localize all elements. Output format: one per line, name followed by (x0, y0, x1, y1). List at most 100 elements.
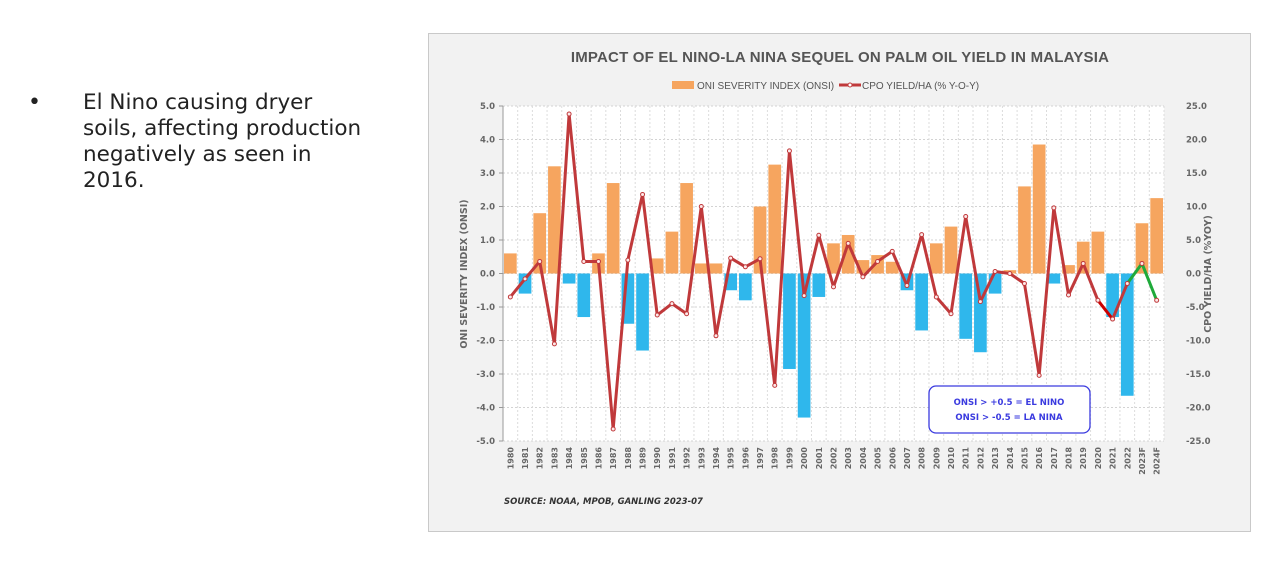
cpo-point-2004 (860, 274, 866, 280)
bar-2020 (1091, 231, 1105, 274)
x-tick-label: 2003 (844, 447, 853, 469)
x-tick-label: 2008 (918, 447, 927, 470)
cpo-point-2023F (1139, 260, 1145, 266)
cpo-point-2017 (1051, 205, 1057, 211)
right-axis-label: CPO YIELD/HA (%YOY) (1203, 215, 1214, 333)
x-tick-label: 2021 (1109, 447, 1118, 470)
y-tick-label: -2.0 (476, 337, 495, 347)
bar-2011 (959, 273, 973, 339)
cpo-segment-2023F (1140, 261, 1159, 302)
y2-tick-label: -10.0 (1186, 337, 1211, 347)
bar-1980 (504, 253, 517, 274)
cpo-segment-2021 (1111, 282, 1129, 321)
right-axis-ticks: 25.0 20.0 15.0 10.0 5.0 0.0 -5.0 -10.0 -15.0 -20.… (1186, 102, 1211, 447)
legend-marker-cpo (847, 82, 853, 88)
bar-2006 (885, 261, 899, 274)
bar-2022 (1120, 273, 1134, 396)
cpo-point-2021 (1110, 316, 1116, 322)
y2-tick-label: -5.0 (1186, 303, 1205, 313)
bar-2009 (929, 243, 943, 274)
cpo-point-1990 (654, 312, 660, 318)
y-tick-label: 1.0 (480, 236, 495, 246)
x-tick-label: 2022 (1123, 447, 1132, 469)
bar-2000 (797, 273, 811, 418)
cpo-point-2020 (1095, 297, 1101, 303)
cpo-segment-2016 (1037, 206, 1056, 377)
cpo-segment-2008 (920, 233, 938, 299)
cpo-segment-1990 (655, 302, 674, 317)
cpo-point-2016 (1036, 372, 1042, 378)
cpo-segment-2003 (846, 241, 865, 279)
y2-tick-label: 15.0 (1186, 169, 1207, 179)
cpo-segment-2019 (1081, 261, 1100, 302)
bar-2008 (915, 273, 928, 331)
cpo-segment-1997 (758, 257, 777, 387)
bar-1990 (650, 258, 664, 274)
bar-1991 (665, 231, 679, 274)
cpo-point-2009 (933, 294, 939, 300)
x-tick-label: 2011 (962, 447, 971, 470)
x-tick-label: 2010 (947, 447, 956, 470)
cpo-segment-1991 (670, 302, 689, 316)
cpo-point-1992 (684, 311, 690, 317)
y-tick-label: 5.0 (480, 102, 495, 112)
cpo-point-2000 (801, 293, 807, 299)
cpo-line (507, 111, 1160, 432)
x-tick-label: 2023F (1138, 447, 1147, 475)
cpo-point-1988 (625, 257, 631, 263)
cpo-segment-2017 (1052, 206, 1071, 297)
legend-label-onsi: ONI SEVERITY INDEX (ONSI) (697, 81, 834, 92)
cpo-point-2024F (1154, 297, 1160, 303)
cpo-point-1980 (507, 294, 513, 300)
y-tick-label: 0.0 (480, 270, 495, 280)
x-tick-label: 1991 (668, 447, 677, 470)
cpo-segment-1984 (567, 112, 586, 263)
bar-2024F (1150, 198, 1163, 274)
cpo-point-2018 (1066, 292, 1072, 298)
bar-2017 (1047, 273, 1061, 284)
left-axis-label: ONI SEVERITY INDEX (ONSI) (459, 199, 470, 348)
cpo-segment-1998 (773, 149, 791, 387)
cpo-segment-1996 (743, 257, 762, 269)
cpo-segment-1992 (685, 205, 703, 316)
bar-1981 (518, 273, 532, 294)
y-tick-label: 2.0 (480, 203, 495, 213)
cpo-point-2019 (1080, 260, 1086, 266)
x-tick-label: 1998 (771, 447, 780, 470)
bar-1982 (533, 213, 547, 274)
x-tick-label: 2012 (976, 447, 985, 469)
cpo-segment-1981 (523, 259, 542, 281)
bar-1987 (606, 183, 620, 274)
x-tick-label: 2000 (800, 447, 809, 470)
cpo-point-1998 (772, 382, 778, 388)
bar-1999 (783, 273, 796, 369)
y-tick-label: -5.0 (476, 437, 495, 447)
cpo-segment-2000 (802, 233, 821, 298)
cpo-point-2003 (845, 240, 851, 246)
cpo-segment-2014 (1008, 272, 1026, 286)
cpo-point-2011 (963, 214, 969, 220)
x-tick-label: 1989 (639, 447, 648, 470)
x-tick-label: 1981 (521, 447, 530, 470)
x-tick-label: 1987 (609, 447, 618, 469)
bar-2010 (944, 226, 958, 274)
cpo-point-2006 (889, 248, 895, 254)
cpo-point-2001 (816, 232, 822, 238)
x-axis-ticks: 1980 1981 1982 1983 1984 1985 1986 1987 1988 1989… (506, 447, 1161, 475)
bar-1989 (636, 273, 649, 351)
bar-1994 (709, 263, 723, 274)
cpo-segment-1980 (508, 277, 527, 299)
chart-source: SOURCE: NOAA, MPOB, GANLING 2023-07 (504, 497, 703, 507)
y-tick-label: -4.0 (476, 404, 495, 414)
annotation-border (928, 385, 1091, 434)
x-tick-label: 1990 (653, 447, 662, 470)
cpo-point-1983 (551, 341, 557, 347)
cpo-segment-2020 (1096, 298, 1115, 321)
x-tick-label: 2014 (1006, 447, 1015, 470)
bar-2019 (1076, 241, 1090, 274)
x-tick-label: 2020 (1094, 447, 1103, 470)
x-tick-label: 1983 (550, 447, 559, 469)
cpo-point-2022 (1124, 281, 1130, 287)
y2-tick-label: -25.0 (1186, 437, 1211, 447)
cpo-segment-2004 (861, 259, 880, 279)
